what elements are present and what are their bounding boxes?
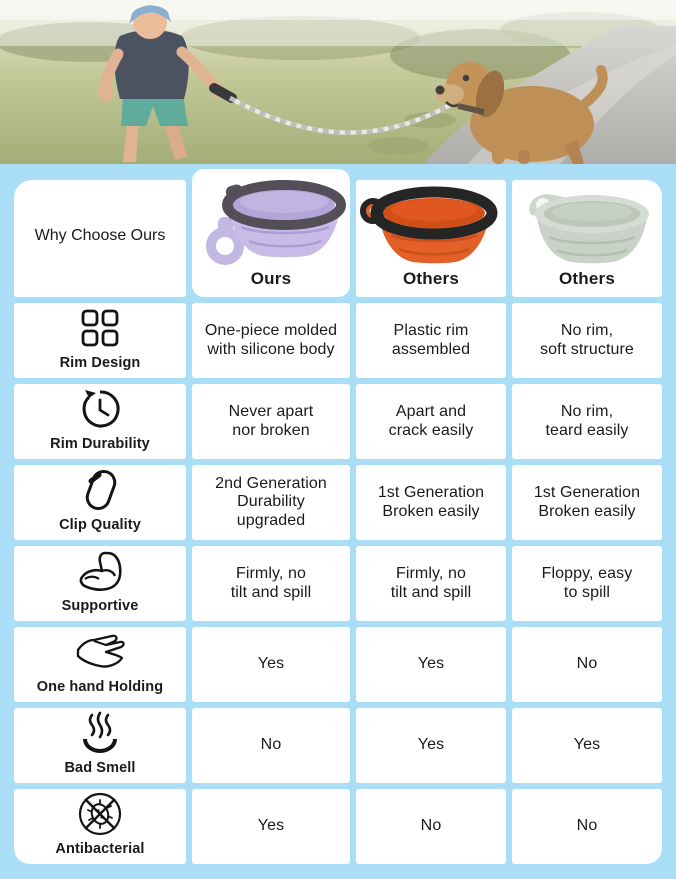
column-header-others-1: Others — [356, 180, 506, 297]
feature-label: One hand Holding — [36, 679, 164, 695]
value-cell: Floppy, easy to spill — [512, 546, 662, 621]
column-header-others-2: Others — [512, 180, 662, 297]
value-cell: Yes — [356, 708, 506, 783]
hero-photo — [0, 0, 676, 164]
value-cell: Yes — [192, 789, 350, 864]
feature-clip-quality: Clip Quality — [14, 465, 186, 540]
feature-label: Bad Smell — [64, 760, 136, 776]
value-cell: Yes — [512, 708, 662, 783]
column-label-others-2: Others — [559, 269, 615, 288]
comparison-table: Why Choose Ours Ours — [14, 169, 662, 864]
hero-photo-art — [0, 0, 676, 164]
boy-figure — [98, 5, 225, 162]
value-cell: Plastic rim assembled — [356, 303, 506, 378]
feature-label: Rim Durability — [50, 436, 150, 452]
value-cell: Yes — [192, 627, 350, 702]
open-hand-icon — [72, 627, 128, 676]
value-cell: No rim, soft structure — [512, 303, 662, 378]
dog-figure — [435, 62, 608, 164]
feature-label: Supportive — [61, 598, 139, 614]
column-header-ours: Ours — [192, 169, 350, 297]
orange-bowl-image — [356, 180, 506, 269]
feature-label: Rim Design — [59, 355, 141, 371]
value-cell: No — [356, 789, 506, 864]
green-bowl-image — [512, 180, 662, 269]
smell-steam-icon — [77, 708, 123, 757]
feature-one-hand-holding: One hand Holding — [14, 627, 186, 702]
value-cell: Apart and crack easily — [356, 384, 506, 459]
feature-rim-durability: Rim Durability — [14, 384, 186, 459]
value-cell: One-piece molded with silicone body — [192, 303, 350, 378]
feature-supportive: Supportive — [14, 546, 186, 621]
value-cell: No — [512, 627, 662, 702]
purple-bowl-image — [192, 165, 350, 269]
purple-collapsible-bowl-icon — [206, 180, 346, 265]
value-cell: 1st Generation Broken easily — [512, 465, 662, 540]
orange-bowl-icon — [360, 186, 498, 263]
value-cell: Never apart nor broken — [192, 384, 350, 459]
column-label-ours: Ours — [250, 269, 292, 288]
no-bacteria-icon — [76, 789, 124, 838]
carabiner-icon — [77, 465, 123, 514]
history-clock-icon — [77, 384, 123, 433]
corner-label: Why Choose Ours — [34, 226, 166, 244]
feature-label: Antibacterial — [55, 841, 145, 857]
feature-antibacterial: Antibacterial — [14, 789, 186, 864]
corner-cell: Why Choose Ours — [14, 180, 186, 297]
green-bowl-icon — [529, 193, 649, 263]
value-cell: No — [512, 789, 662, 864]
value-cell: No — [192, 708, 350, 783]
value-cell: Firmly, no tilt and spill — [356, 546, 506, 621]
feature-rim-design: Rim Design — [14, 303, 186, 378]
muscle-arm-icon — [75, 546, 125, 595]
feature-label: Clip Quality — [59, 517, 141, 533]
column-label-others-1: Others — [403, 269, 459, 288]
value-cell: Yes — [356, 627, 506, 702]
feature-bad-smell: Bad Smell — [14, 708, 186, 783]
value-cell: 1st Generation Broken easily — [356, 465, 506, 540]
value-cell: 2nd Generation Durability upgraded — [192, 465, 350, 540]
value-cell: No rim, teard easily — [512, 384, 662, 459]
grid-icon — [77, 303, 123, 352]
value-cell: Firmly, no tilt and spill — [192, 546, 350, 621]
